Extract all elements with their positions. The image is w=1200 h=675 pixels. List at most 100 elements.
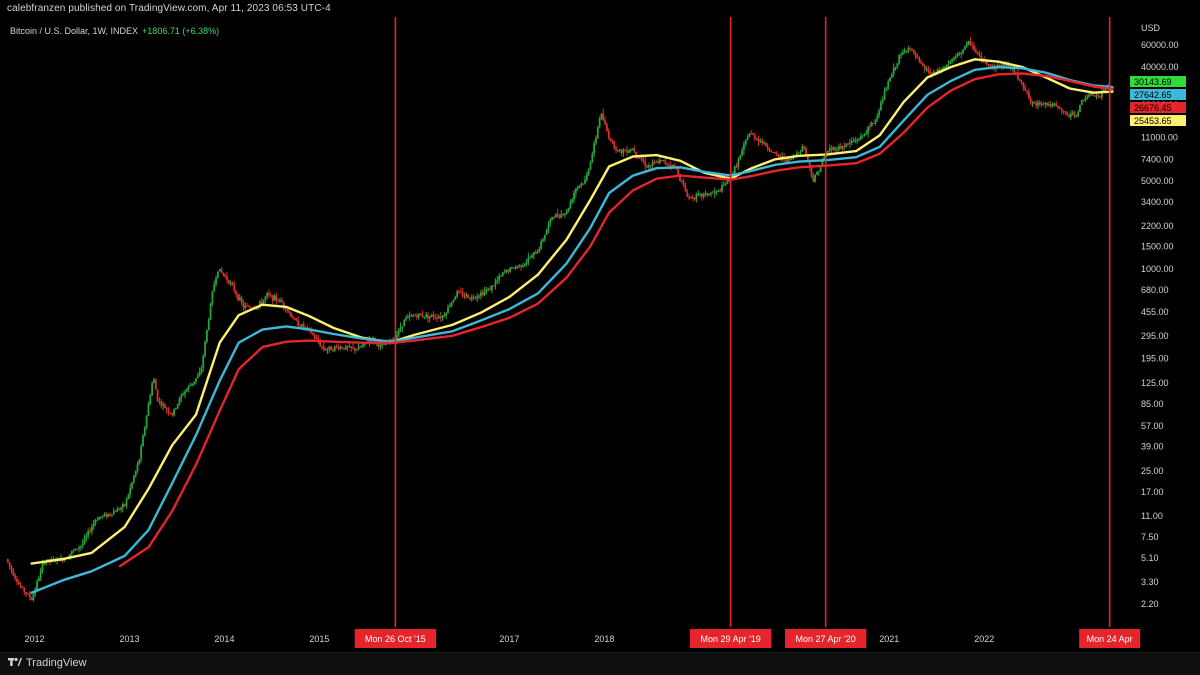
candle-body xyxy=(1075,115,1078,117)
candle-body xyxy=(693,198,696,200)
candle xyxy=(876,113,879,123)
candle-body xyxy=(890,74,893,78)
price-value-badge[interactable]: 25453.65 xyxy=(1130,115,1186,126)
candle xyxy=(578,185,581,189)
time-marker-badge[interactable]: Mon 29 Apr '19 xyxy=(689,629,772,648)
candle-body xyxy=(395,334,398,340)
price-chart[interactable]: USD60000.0040000.0020000.0011000.007400.… xyxy=(0,17,1200,652)
candle-body xyxy=(830,148,833,150)
candle xyxy=(781,152,784,162)
candle-body xyxy=(142,435,144,447)
candle-body xyxy=(242,302,245,308)
candle xyxy=(286,308,289,314)
tradingview-brand[interactable]: TradingView xyxy=(8,657,87,669)
candle-body xyxy=(927,68,930,73)
candle xyxy=(322,342,325,352)
candle xyxy=(576,185,579,191)
candle-body xyxy=(291,316,294,319)
price-value-badge[interactable]: 30143.69 xyxy=(1130,76,1186,87)
candle xyxy=(96,516,99,521)
candle xyxy=(768,147,771,153)
time-marker-badge[interactable]: Mon 26 Oct '15 xyxy=(354,629,437,648)
symbol-legend[interactable]: Bitcoin / U.S. Dollar, 1W, INDEX +1806.71… xyxy=(10,26,219,36)
price-tick-label: 5000.00 xyxy=(1141,176,1174,186)
candle xyxy=(448,303,451,308)
candle xyxy=(571,197,574,205)
price-tick-label: 2.20 xyxy=(1141,599,1159,609)
candle xyxy=(198,367,201,377)
candle xyxy=(266,291,269,300)
candle xyxy=(123,503,126,507)
candle-body xyxy=(280,299,283,303)
candle xyxy=(859,132,862,141)
candle xyxy=(856,137,859,144)
candle xyxy=(317,334,320,345)
candle-body xyxy=(330,346,333,351)
candle xyxy=(162,401,164,411)
candle-body xyxy=(861,135,864,137)
candle xyxy=(25,591,27,598)
candle-body xyxy=(1033,102,1036,104)
time-marker-badge[interactable]: Mon 27 Apr '20 xyxy=(784,629,867,648)
candle-body xyxy=(193,381,196,384)
candle-body xyxy=(606,124,608,132)
candle-body xyxy=(903,50,906,53)
price-value-badge[interactable]: 26676.45 xyxy=(1130,102,1186,113)
candle xyxy=(715,190,718,196)
candle-body xyxy=(509,267,512,272)
candle xyxy=(695,192,698,203)
candle xyxy=(532,252,535,260)
candle xyxy=(458,289,460,295)
candle xyxy=(269,292,272,298)
candle xyxy=(697,190,700,197)
candle xyxy=(691,194,694,201)
candle-body xyxy=(174,408,177,410)
candle xyxy=(642,155,645,164)
candle-body xyxy=(690,196,692,198)
candle-body xyxy=(949,61,952,65)
candle xyxy=(964,45,966,51)
candle xyxy=(989,64,992,67)
candle-body xyxy=(1048,104,1050,106)
candle xyxy=(976,51,979,55)
candle xyxy=(949,60,952,65)
candle xyxy=(1075,114,1078,118)
candle-body xyxy=(901,52,904,55)
candle xyxy=(30,596,33,601)
candle xyxy=(319,338,322,347)
candle-body xyxy=(103,513,106,516)
candle xyxy=(558,213,561,220)
candle xyxy=(142,433,144,447)
candle-body xyxy=(328,346,331,350)
candle xyxy=(680,179,683,184)
candle xyxy=(927,65,930,74)
candle xyxy=(682,178,685,188)
chart-area[interactable]: USD60000.0040000.0020000.0011000.007400.… xyxy=(0,17,1200,652)
time-axis[interactable]: 2012 2013 2014 2015 2017 2018 2021 2022 Mon 26 O… xyxy=(24,629,1141,648)
candle xyxy=(816,170,818,176)
candle xyxy=(140,443,143,463)
price-axis[interactable]: USD60000.0040000.0020000.0011000.007400.… xyxy=(1130,23,1186,609)
candle xyxy=(569,199,572,210)
time-marker-badge[interactable]: Mon 24 Apr xyxy=(1079,629,1141,648)
candle-body xyxy=(313,334,316,339)
candle xyxy=(92,519,95,530)
candle xyxy=(763,140,765,145)
candle xyxy=(958,51,961,56)
candle-body xyxy=(132,476,135,483)
candle xyxy=(472,294,475,301)
price-value-badge[interactable]: 27642.65 xyxy=(1130,89,1186,100)
candle-body xyxy=(532,252,535,256)
candle-body xyxy=(523,263,526,267)
candle-body xyxy=(772,152,775,154)
candle xyxy=(132,474,135,485)
candle xyxy=(154,378,157,390)
candle xyxy=(655,160,658,163)
candle xyxy=(196,372,199,379)
candle-body xyxy=(1049,104,1052,107)
candle-body xyxy=(136,464,139,471)
candle xyxy=(814,174,817,183)
candle-body xyxy=(350,346,353,348)
candle-body xyxy=(443,315,446,317)
candle xyxy=(869,122,871,131)
